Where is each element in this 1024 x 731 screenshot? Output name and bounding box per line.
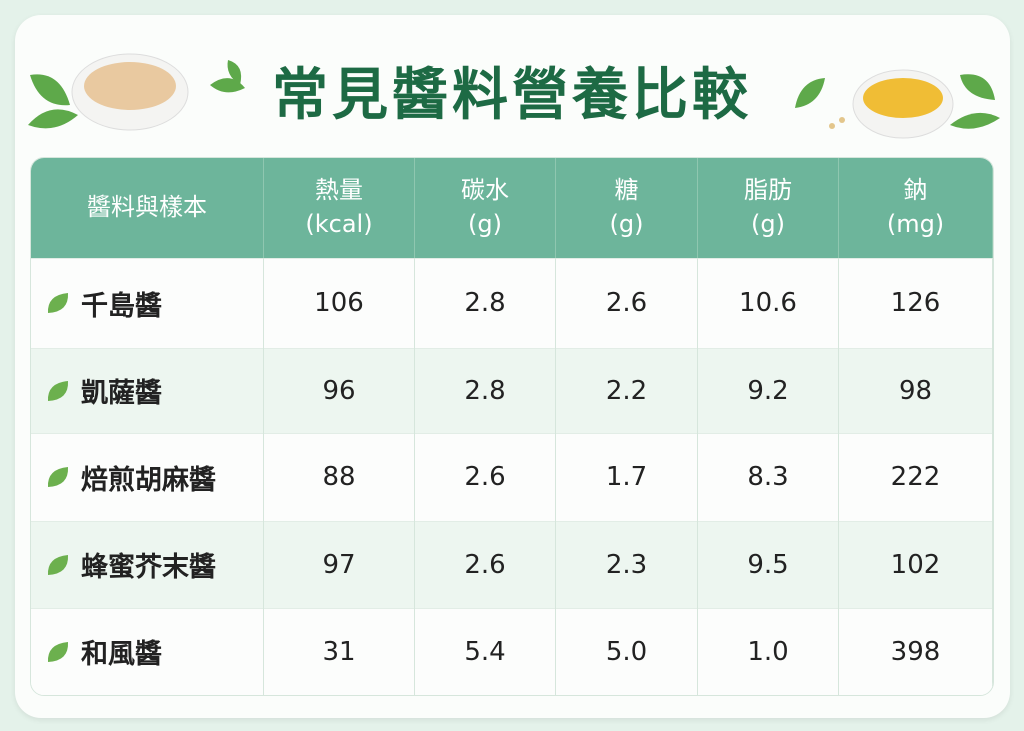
value-cell: 31 — [264, 608, 415, 695]
value-cell: 2.8 — [415, 348, 556, 433]
value-cell: 9.5 — [698, 521, 839, 608]
leaf-left — [28, 74, 78, 129]
value-cell: 98 — [839, 348, 993, 433]
leaf-title-left — [210, 60, 245, 93]
value-cell: 1.7 — [556, 433, 698, 521]
header-text: (g) — [751, 210, 785, 238]
title: 常見醬料營養比較 — [272, 63, 752, 128]
row-bg — [31, 608, 993, 695]
value-cell: 398 — [839, 608, 993, 695]
name-cell: 凱薩醬 — [31, 348, 264, 433]
value-cell: 5.0 — [556, 608, 698, 695]
row-bg — [31, 433, 993, 521]
leaf-icon — [47, 380, 69, 401]
header-cell: 鈉 (mg) — [839, 158, 993, 258]
header-text: 熱量 — [315, 176, 363, 205]
value-cell: 2.6 — [415, 433, 556, 521]
value-cell: 96 — [264, 348, 415, 433]
row-bg — [31, 348, 993, 433]
value-cell: 106 — [264, 258, 415, 348]
header-cell: 碳水 (g) — [415, 158, 556, 258]
value-cell: 2.3 — [556, 521, 698, 608]
leaf-icon — [47, 293, 69, 313]
decorations — [28, 53, 1000, 139]
bowl-left — [71, 53, 189, 131]
header-cell: 醬料與樣本 — [31, 158, 264, 258]
leaf-icon — [47, 554, 69, 575]
name-cell: 千島醬 — [31, 258, 264, 348]
name-cell: 蜂蜜芥末醬 — [31, 521, 264, 608]
value-cell: 9.2 — [698, 348, 839, 433]
name-cell: 和風醬 — [31, 608, 264, 695]
value-cell: 222 — [839, 433, 993, 521]
header-text: (mg) — [886, 210, 945, 238]
header-text: (g) — [609, 210, 644, 238]
value-cell: 10.6 — [698, 258, 839, 348]
value-cell: 2.2 — [556, 348, 698, 433]
table: 醬料與樣本 熱量 (kcal) 碳水 (g) 糖 (g) 脂肪 (g) 鈉 (mg) 千島醬 106 2.… — [30, 157, 994, 696]
leaf-right — [950, 74, 1000, 129]
value-cell: 102 — [839, 521, 993, 608]
value-cell: 2.8 — [415, 258, 556, 348]
name-cell: 焙煎胡麻醬 — [31, 433, 264, 521]
leaf-title-right — [795, 78, 825, 108]
header-cell: 糖 (g) — [556, 158, 698, 258]
header-text: (g) — [468, 210, 502, 238]
row-bg — [31, 521, 993, 608]
header-text: 鈉 — [903, 176, 928, 205]
value-cell: 5.4 — [415, 608, 556, 695]
header-text: 脂肪 — [744, 176, 792, 205]
header-row — [31, 158, 993, 258]
header-cell: 熱量 (kcal) — [264, 158, 415, 258]
header-text: 醬料與樣本 — [87, 193, 207, 222]
header-cell: 脂肪 (g) — [698, 158, 839, 258]
leaf-icon — [47, 467, 69, 487]
value-cell: 8.3 — [698, 433, 839, 521]
value-cell: 126 — [839, 258, 993, 348]
leaf-icon — [47, 641, 69, 662]
value-cell: 88 — [264, 433, 415, 521]
header-text: 碳水 — [461, 176, 509, 205]
header-text: (kcal) — [305, 210, 373, 238]
value-cell: 2.6 — [415, 521, 556, 608]
value-cell: 2.6 — [556, 258, 698, 348]
bowl-right — [829, 69, 954, 139]
value-cell: 1.0 — [698, 608, 839, 695]
header-text: 糖 — [614, 176, 639, 205]
row-bg — [31, 258, 993, 348]
value-cell: 97 — [264, 521, 415, 608]
